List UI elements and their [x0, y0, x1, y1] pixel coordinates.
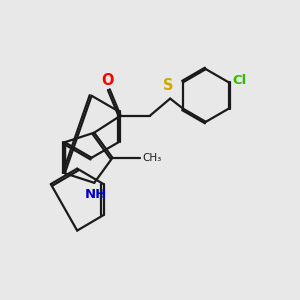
Text: O: O: [101, 73, 113, 88]
Text: CH₃: CH₃: [143, 153, 162, 163]
Text: Cl: Cl: [232, 74, 247, 87]
Text: NH: NH: [85, 188, 107, 201]
Text: S: S: [164, 78, 174, 93]
